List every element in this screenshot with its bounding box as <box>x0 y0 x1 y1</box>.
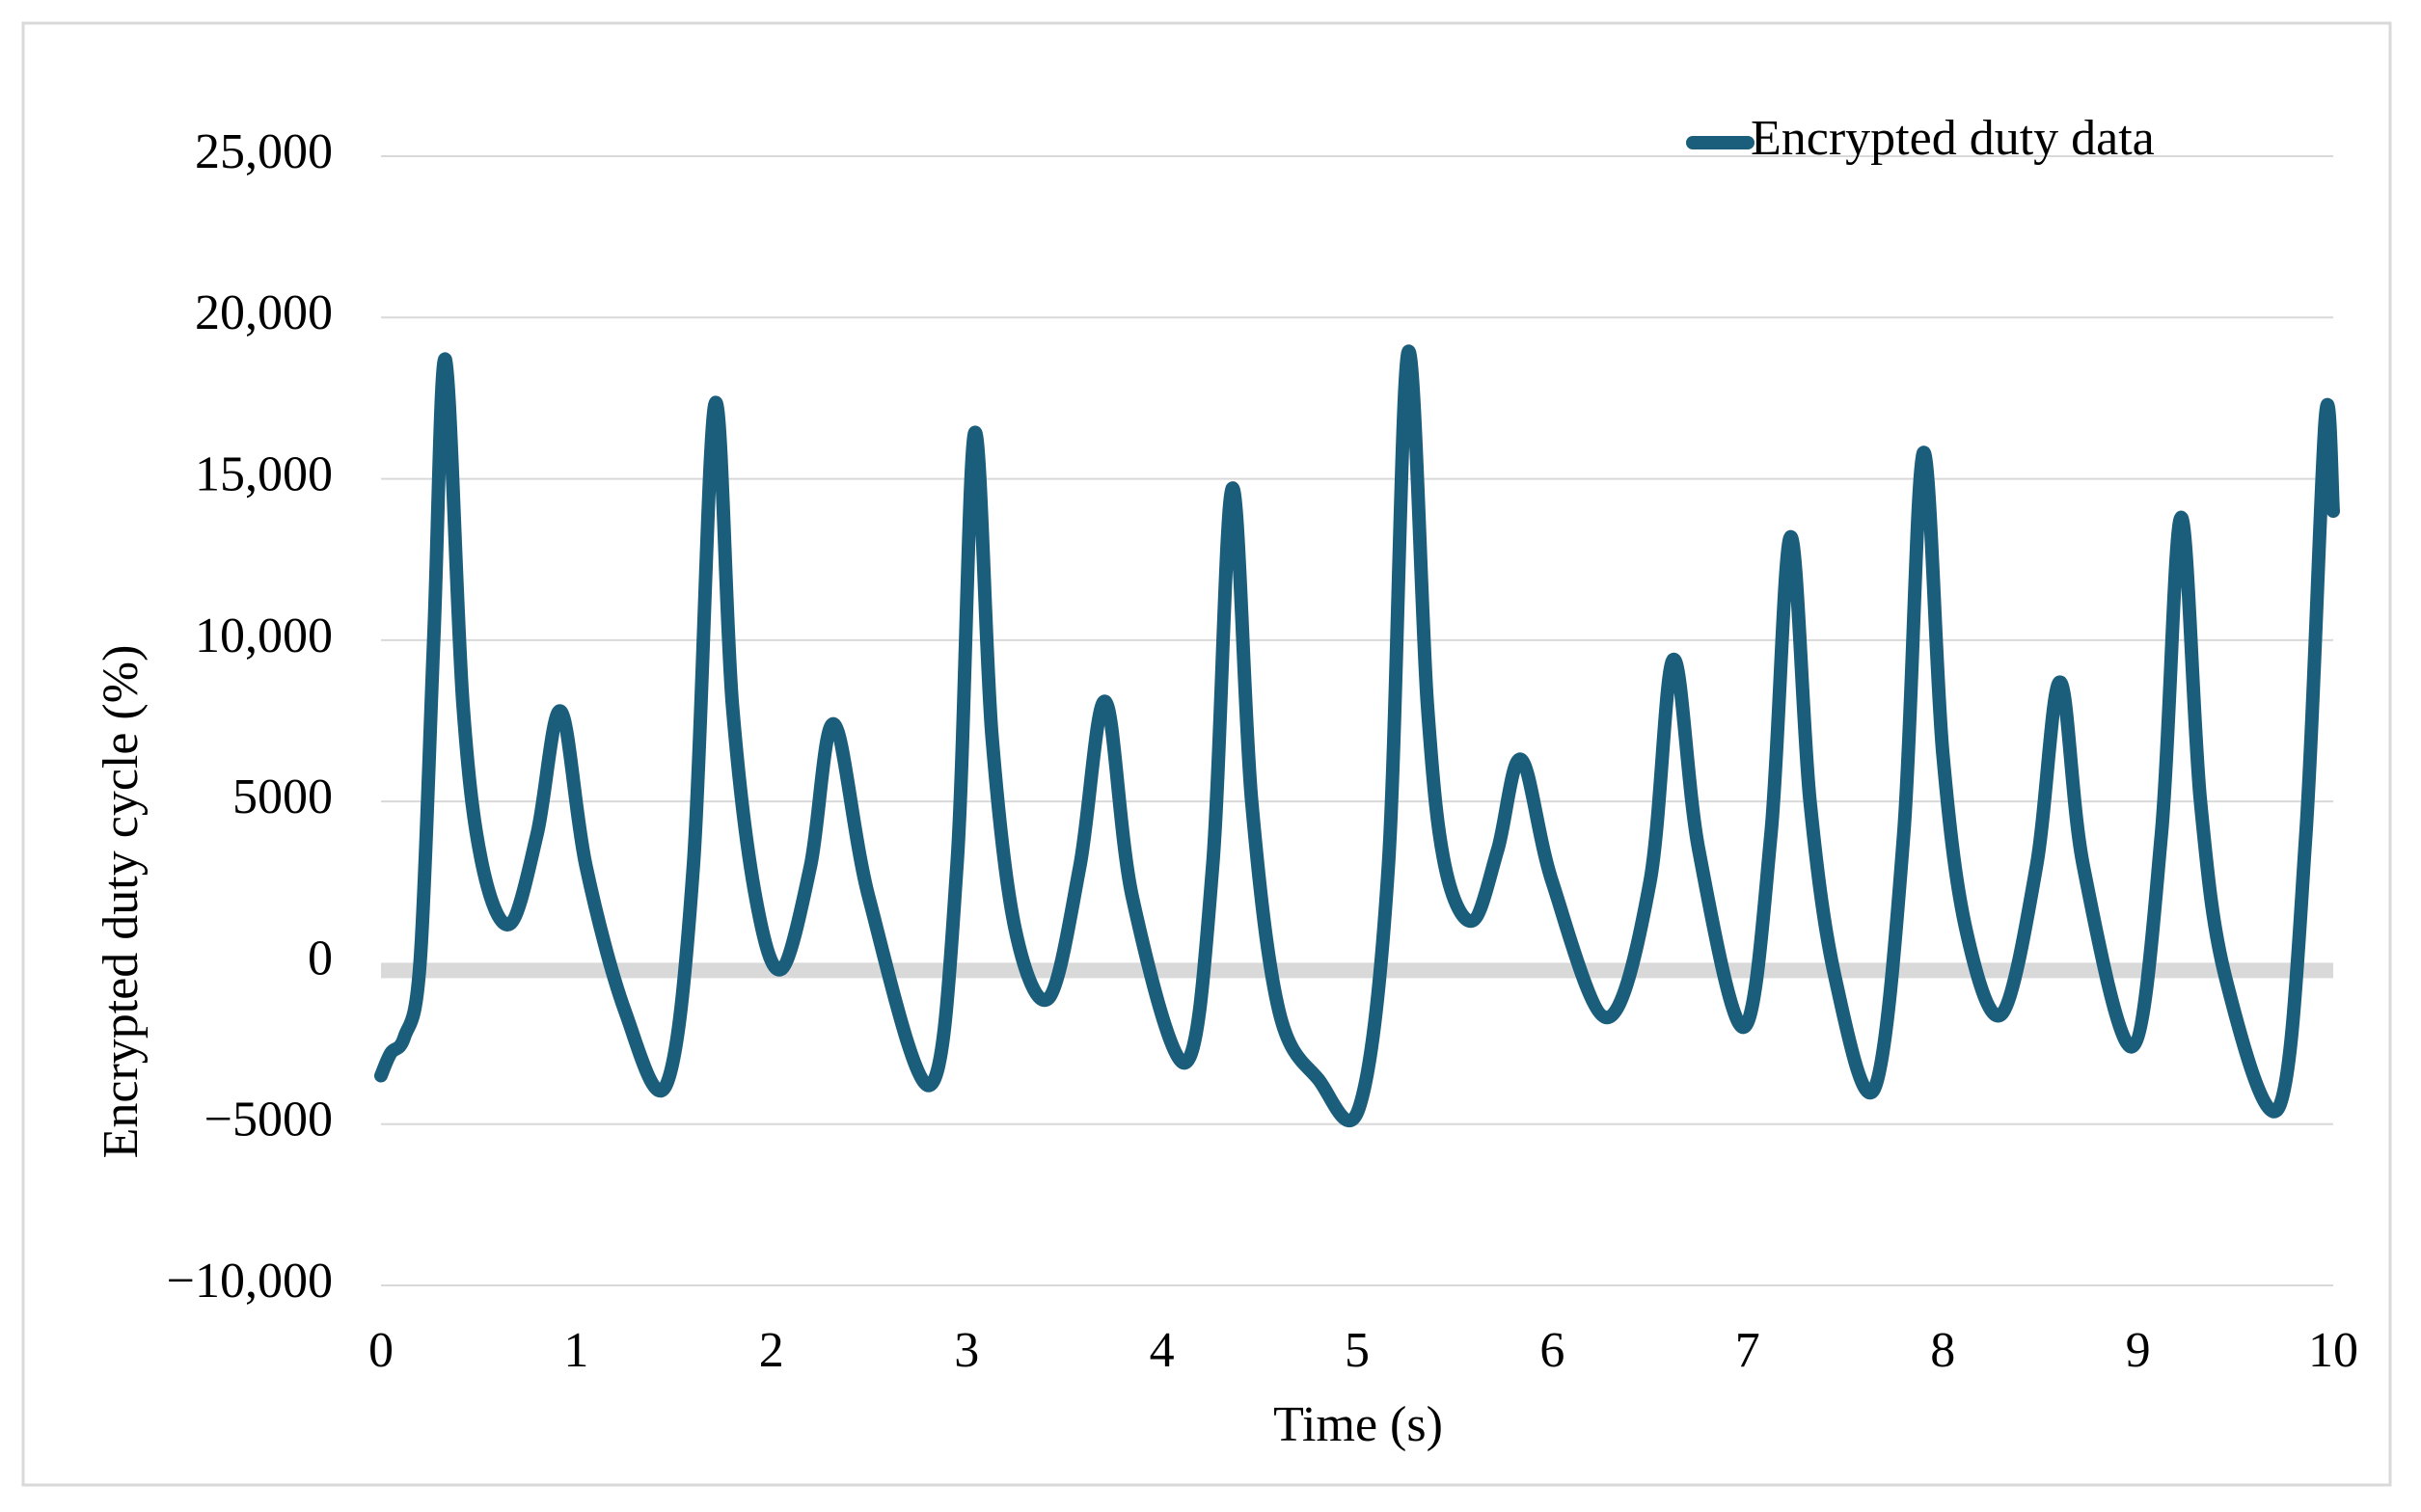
x-tick-label: 8 <box>1930 1323 1955 1378</box>
y-tick-label: 25,000 <box>195 124 333 179</box>
x-tick-label: 5 <box>1345 1323 1370 1378</box>
x-tick-label: 10 <box>2308 1323 2358 1378</box>
y-tick-label: 20,000 <box>195 285 333 340</box>
x-tick-label: 0 <box>368 1323 394 1378</box>
x-tick-label: 2 <box>759 1323 784 1378</box>
x-axis-label: Time (s) <box>1273 1397 1443 1452</box>
chart-frame <box>21 21 2392 1487</box>
y-tick-label: 15,000 <box>195 447 333 502</box>
legend-label: Encrypted duty data <box>1751 111 2155 166</box>
x-tick-label: 3 <box>954 1323 979 1378</box>
x-tick-label: 1 <box>563 1323 588 1378</box>
x-tick-label: 6 <box>1539 1323 1564 1378</box>
y-axis-label: Encrypted duty cycle (%) <box>94 645 149 1159</box>
y-tick-label: −10,000 <box>167 1254 333 1309</box>
y-tick-label: 5000 <box>232 770 333 824</box>
data-line <box>374 344 2340 1128</box>
x-tick-label: 7 <box>1735 1323 1760 1378</box>
y-tick-label: 10,000 <box>195 608 333 663</box>
y-tick-label: 0 <box>308 931 333 986</box>
x-tick-label: 9 <box>2126 1323 2151 1378</box>
y-tick-label: −5000 <box>204 1093 333 1148</box>
x-tick-label: 4 <box>1150 1323 1175 1378</box>
